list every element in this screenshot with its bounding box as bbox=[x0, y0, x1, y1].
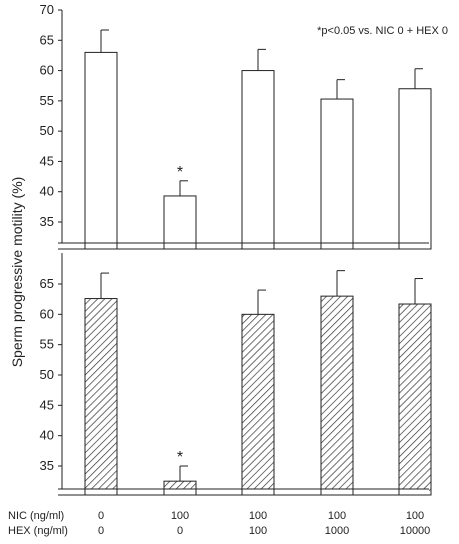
nic-value: 100 bbox=[328, 510, 346, 522]
y-tick-label: 45 bbox=[40, 153, 54, 168]
y-tick-label: 60 bbox=[40, 63, 54, 78]
nic-value: 100 bbox=[171, 510, 189, 522]
bar bbox=[320, 98, 354, 250]
bar bbox=[398, 303, 432, 496]
hex-value: 0 bbox=[98, 525, 104, 537]
y-tick-label: 50 bbox=[40, 367, 54, 382]
plot-area: 70 65 60 55 50 45 40 35 * 65 60 55 50 45 40 35 * 0 100 100 1… bbox=[40, 2, 432, 537]
bar bbox=[320, 295, 354, 496]
y-tick-label: 45 bbox=[40, 397, 54, 412]
hex-value: 0 bbox=[177, 525, 183, 537]
hex-value: 100 bbox=[249, 525, 267, 537]
y-tick-label: 70 bbox=[40, 2, 54, 17]
y-axis-title: Sperm progressive motility (%) bbox=[9, 177, 25, 368]
hex-value: 1000 bbox=[325, 525, 349, 537]
y-tick-label: 35 bbox=[40, 214, 54, 229]
hex-label: HEX (ng/ml) bbox=[8, 525, 68, 537]
bar bbox=[398, 88, 432, 250]
bar bbox=[84, 51, 118, 250]
bar bbox=[84, 298, 118, 496]
y-tick-label: 65 bbox=[40, 32, 54, 47]
nic-value: 100 bbox=[249, 510, 267, 522]
nic-value: 0 bbox=[98, 510, 104, 522]
y-tick-label: 35 bbox=[40, 458, 54, 473]
y-tick-label: 40 bbox=[40, 184, 54, 199]
y-tick-label: 65 bbox=[40, 276, 54, 291]
axis-break-band bbox=[58, 489, 429, 495]
significance-note: *p<0.05 vs. NIC 0 + HEX 0 bbox=[317, 25, 448, 37]
hex-value: 10000 bbox=[400, 525, 431, 537]
bar bbox=[241, 70, 275, 250]
significance-marker: * bbox=[177, 164, 183, 181]
y-tick-label: 55 bbox=[40, 93, 54, 108]
y-tick-label: 60 bbox=[40, 306, 54, 321]
y-tick-label: 50 bbox=[40, 123, 54, 138]
nic-value: 100 bbox=[406, 510, 424, 522]
y-tick-label: 55 bbox=[40, 337, 54, 352]
y-tick-label: 40 bbox=[40, 428, 54, 443]
axis-break-band bbox=[58, 243, 429, 249]
bar bbox=[241, 313, 275, 496]
bar bbox=[163, 195, 197, 250]
nic-label: NIC (ng/ml) bbox=[8, 510, 64, 522]
significance-marker: * bbox=[177, 449, 183, 466]
